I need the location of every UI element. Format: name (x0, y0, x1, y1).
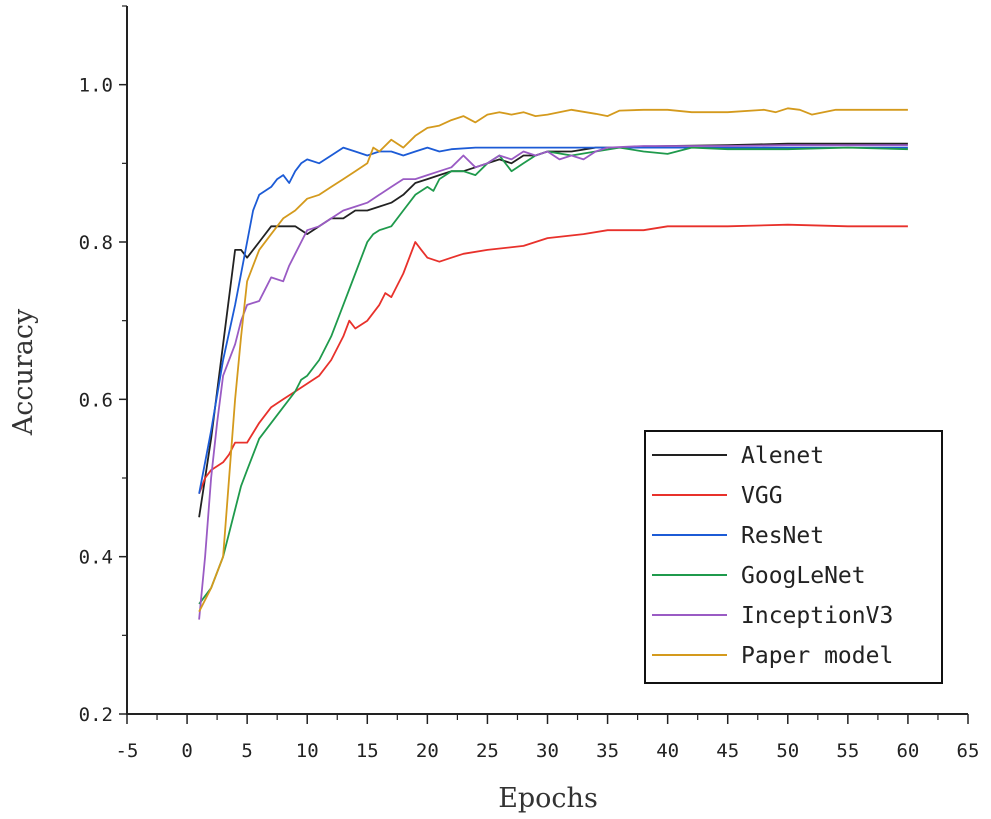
x-ticks: -5 0 5 10 15 20 25 30 35 40 45 50 55 60 65 (116, 714, 980, 762)
x-axis-title: Epochs (498, 783, 598, 814)
x-tick-label: 55 (836, 740, 859, 762)
legend-items: Alenet VGG ResNet GoogLeNet InceptionV3 Paper… (652, 443, 893, 669)
legend: Alenet VGG ResNet GoogLeNet InceptionV3 Paper… (644, 430, 943, 684)
legend-label: InceptionV3 (741, 603, 893, 629)
x-tick-label: 5 (241, 740, 252, 762)
series-line-resnet (198, 146, 908, 494)
x-tick-label: 25 (476, 740, 499, 762)
x-tick-label: 15 (356, 740, 379, 762)
legend-label: ResNet (741, 523, 824, 549)
x-tick-label: 0 (181, 740, 192, 762)
axes: 0.2 0.4 0.6 0.8 1.0 -5 0 5 10 15 20 25 30 35 40 45 50 55… (79, 5, 980, 762)
y-tick-label: 1.0 (79, 75, 113, 97)
y-axis-title: Accuracy (8, 308, 39, 436)
series-line-vgg (198, 223, 908, 495)
series-line-paper-model (198, 107, 908, 613)
x-tick-label: 40 (656, 740, 679, 762)
series-line-googlenet (198, 146, 908, 605)
x-tick-label: -5 (116, 740, 139, 762)
y-ticks: 0.2 0.4 0.6 0.8 1.0 (79, 5, 127, 726)
x-tick-label: 35 (596, 740, 619, 762)
x-tick-label: 10 (296, 740, 319, 762)
x-tick-label: 65 (957, 740, 980, 762)
legend-label: VGG (741, 483, 783, 509)
plot-series-lines (198, 107, 908, 620)
legend-label: GoogLeNet (741, 563, 866, 589)
y-tick-label: 0.2 (79, 704, 113, 726)
y-tick-label: 0.4 (79, 547, 113, 569)
x-tick-label: 50 (776, 740, 799, 762)
x-tick-label: 60 (896, 740, 919, 762)
x-tick-label: 45 (716, 740, 739, 762)
series-line-alenet (198, 142, 908, 518)
x-tick-label: 20 (416, 740, 439, 762)
series-line-inceptionv3 (198, 144, 908, 620)
y-tick-label: 0.6 (79, 389, 113, 411)
legend-label: Alenet (741, 443, 824, 469)
legend-box (644, 430, 943, 684)
y-tick-label: 0.8 (79, 232, 113, 254)
legend-label: Paper model (741, 643, 893, 669)
x-tick-label: 30 (536, 740, 559, 762)
